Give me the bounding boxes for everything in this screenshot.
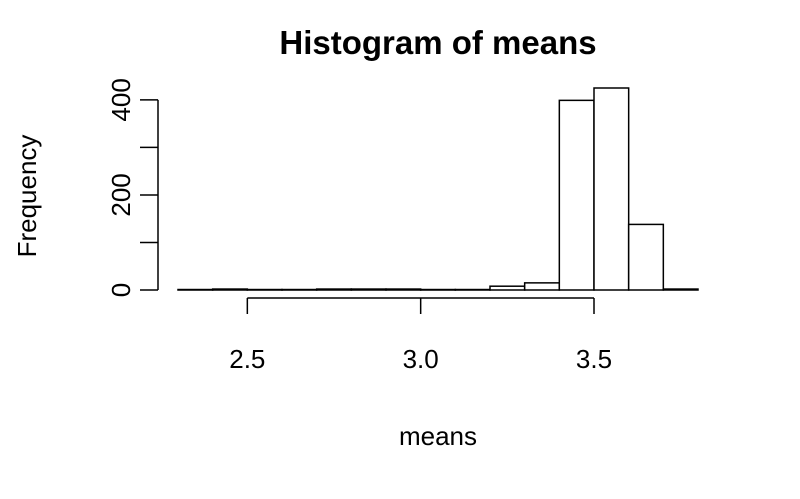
histogram-bar — [177, 288, 214, 291]
y-axis: 0 200 400 — [106, 78, 159, 297]
histogram-bar — [315, 288, 353, 291]
x-axis: 2.5 3.0 3.5 — [229, 297, 612, 374]
histogram-bar — [211, 288, 249, 291]
y-tick-label: 200 — [106, 173, 136, 216]
histogram-bar — [558, 99, 595, 291]
histogram-bar — [246, 288, 283, 291]
histogram-bar — [454, 288, 491, 291]
histogram-bar — [350, 288, 387, 291]
histogram-bar — [281, 288, 318, 291]
y-tick-label: 400 — [106, 78, 136, 121]
x-tick-label: 2.5 — [229, 344, 265, 374]
histogram-bar — [419, 288, 457, 291]
histogram-bar — [489, 285, 526, 291]
y-axis-label: Frequency — [12, 135, 42, 258]
y-tick-label: 0 — [106, 283, 136, 297]
chart-title: Histogram of means — [279, 24, 596, 61]
histogram-bar — [523, 282, 561, 291]
histogram-bar — [627, 223, 665, 291]
x-tick-label: 3.5 — [576, 344, 612, 374]
x-tick-label: 3.0 — [403, 344, 439, 374]
x-axis-label: means — [399, 421, 477, 451]
histogram-bar — [385, 288, 422, 291]
histogram-bar — [662, 288, 699, 291]
histogram-bar — [593, 87, 630, 291]
bars-group — [177, 87, 699, 291]
